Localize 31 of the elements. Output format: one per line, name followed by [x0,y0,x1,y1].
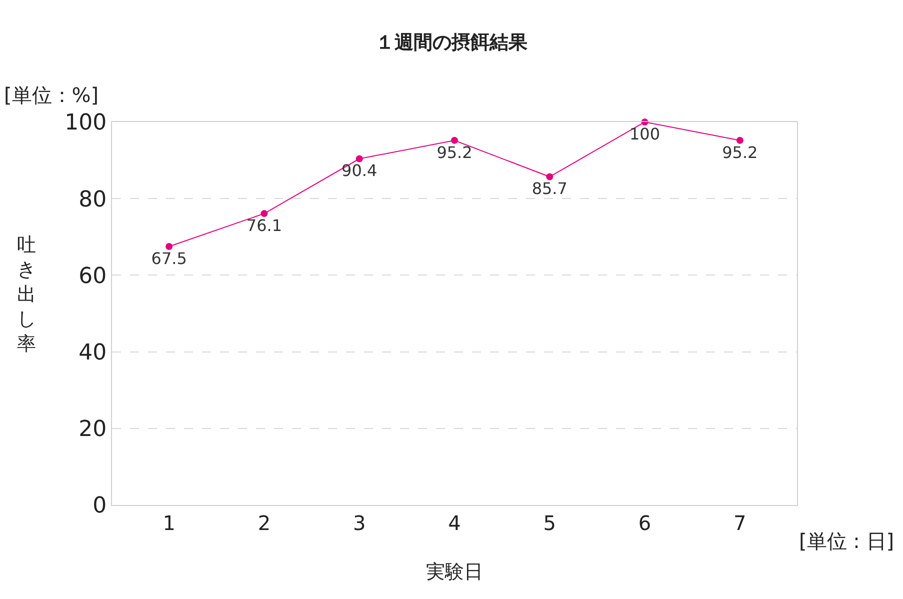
text: [単位：%] [4,83,99,107]
data-label: 95.2 [722,142,758,162]
y-axis-title: 吐き出し率 [17,234,36,355]
point [260,210,268,218]
data-label: 67.5 [151,248,187,268]
point [736,136,744,144]
data-label: 95.2 [436,142,472,162]
data-label: 76.1 [246,216,282,235]
x-tick-label: 6 [638,511,652,535]
point [546,173,554,180]
text: [単位 : 日] [799,529,894,553]
y-tick-label: 0 [92,494,107,519]
x-tick-label: 3 [352,511,366,535]
data-label: 85.7 [532,179,568,198]
x-tick-label: 5 [543,511,556,535]
point [166,242,173,250]
x-axis-title: 実験日 [426,560,483,583]
y-tick-label: 40 [78,340,107,366]
y-tick-label: 20 [78,417,107,442]
y-tick-label: 60 [78,264,107,289]
chart-title: １週間の摂餌結果 [376,32,528,54]
x-tick-label: 4 [448,511,461,535]
x-tick-label: 7 [734,511,746,535]
data-label: 90.4 [342,161,378,180]
x-tick-label: 2 [258,511,271,535]
data-label: 100 [630,124,660,144]
point [451,136,458,144]
x-tick-label: 1 [162,511,176,535]
y-tick-label: 80 [78,187,107,212]
y-tick-label: 100 [64,110,107,136]
point [356,155,363,162]
